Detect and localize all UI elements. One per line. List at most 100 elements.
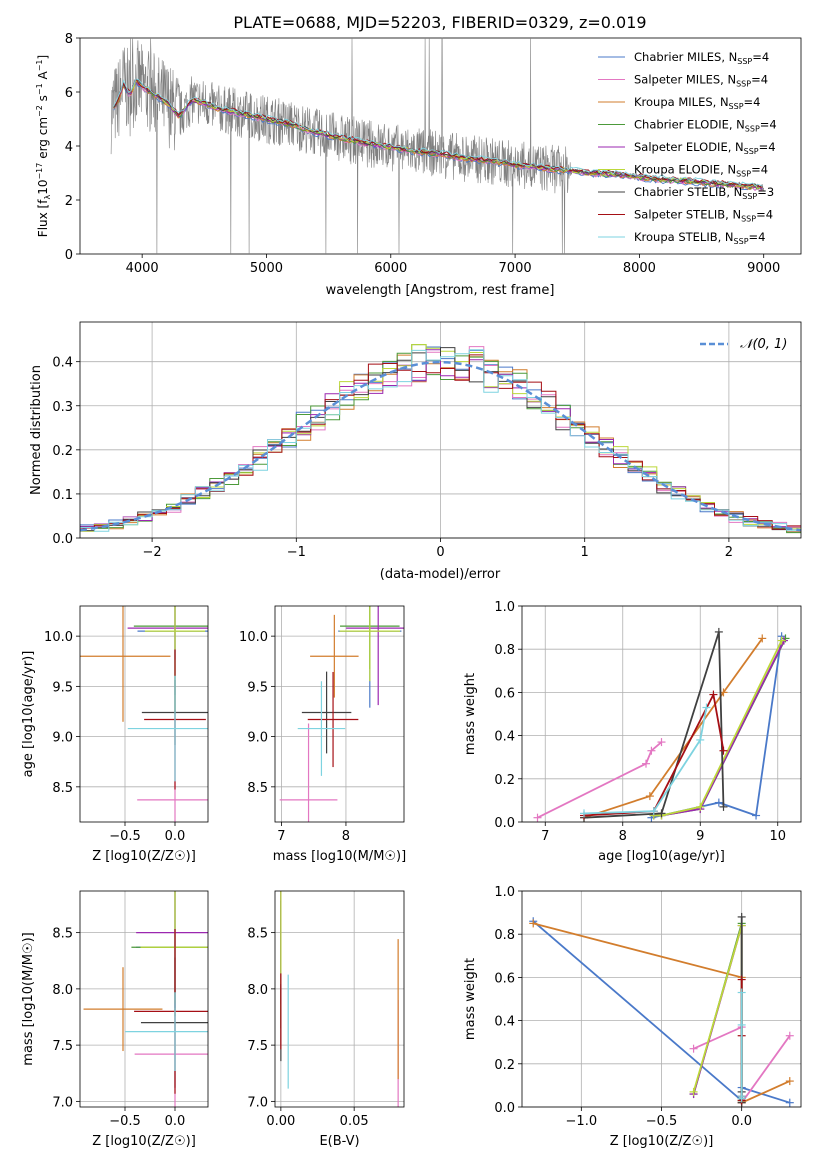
massweight-vs-Z-marks [529, 912, 794, 1107]
weight-line [583, 707, 708, 815]
y-tick-label: 0.1 [52, 488, 73, 503]
y-tick-label: 8.0 [52, 983, 73, 998]
y-tick-label: 6 [65, 86, 73, 101]
model-spectrum [113, 78, 763, 188]
age-vs-mass-marks [279, 606, 404, 822]
x-tick-label: 9 [696, 829, 704, 844]
mass-vs-ebv-marks [280, 891, 399, 1107]
mass-vs-ebv-frame [274, 890, 405, 1108]
x-tick-label: −2 [143, 545, 162, 560]
x-tick-label: 6000 [374, 261, 407, 276]
y-tick-label: 0.8 [494, 928, 515, 943]
y-tick-label: 0.2 [494, 773, 515, 788]
x-tick-label: 5000 [250, 261, 283, 276]
mass-vs-Z-panel: −0.5 0.0 7.0 7.5 8.0 8.5 Z [log10(Z/Z☉)] mass [… [21, 890, 209, 1149]
y-tick-label: 0.6 [494, 686, 515, 701]
y-tick-label: 0.4 [494, 1015, 515, 1030]
x-tick-label: 7 [277, 829, 285, 844]
x-tick-label: 0.0 [165, 1114, 186, 1129]
y-tick-label: 8.5 [52, 927, 73, 942]
mass-vs-ebv-xlabel: E(B-V) [319, 1134, 359, 1149]
residuals-xlabel: (data-model)/error [380, 567, 501, 582]
legend-label: Chabrier ELODIE, NSSP=4 [634, 118, 777, 134]
y-tick-label: 9.0 [52, 731, 73, 746]
mass-vs-Z-xlabel: Z [log10(Z/Z☉)] [92, 1134, 196, 1149]
massweight-vs-Z-panel: −1.0 −0.5 0.0 0.0 0.2 0.4 0.6 0.8 1.0 Z [log10(Z/… [463, 885, 802, 1149]
y-tick-label: 0.4 [52, 356, 73, 371]
figure-title: PLATE=0688, MJD=52203, FIBERID=0329, z=0… [233, 13, 646, 32]
residual-histogram [80, 354, 801, 530]
y-tick-label: 0.3 [52, 400, 73, 415]
x-tick-label: 0.00 [266, 1114, 295, 1129]
x-tick-label: 8 [342, 829, 350, 844]
legend-label: Salpeter STELIB, NSSP=4 [634, 208, 773, 224]
y-tick-label: 10.0 [239, 630, 268, 645]
normal-curve [79, 360, 802, 532]
y-tick-label: 8.5 [52, 781, 73, 796]
x-tick-label: 0.0 [731, 1114, 752, 1129]
legend-label: Kroupa ELODIE, NSSP=4 [634, 163, 768, 179]
x-tick-label: 7000 [499, 261, 532, 276]
y-tick-label: 8.5 [247, 781, 268, 796]
legend-label: Kroupa MILES, NSSP=4 [634, 95, 760, 111]
x-tick-label: 0.05 [340, 1114, 369, 1129]
spectrum-ylabel: Flux [fλ10−17 erg cm−2 s−1 A−1] [35, 55, 52, 237]
age-vs-Z-marks [80, 606, 208, 822]
legend-label: Salpeter ELODIE, NSSP=4 [634, 140, 776, 156]
y-tick-label: 1.0 [494, 600, 515, 615]
age-vs-mass-xlabel: mass [log10(M/M☉)] [273, 849, 406, 864]
y-tick-label: 9.0 [247, 731, 268, 746]
y-tick-label: 2 [65, 194, 73, 209]
mass-vs-Z-ylabel: mass [log10(M/M☉)] [21, 932, 36, 1065]
legend-label: Salpeter MILES, NSSP=4 [634, 73, 768, 89]
mass-vs-Z-marks [83, 891, 208, 1107]
x-tick-label: −1 [287, 545, 306, 560]
mass-vs-Z-frame [79, 890, 209, 1108]
x-tick-label: −0.5 [109, 1114, 141, 1129]
y-tick-label: 0.4 [494, 730, 515, 745]
massweight-vs-Z-xlabel: Z [log10(Z/Z☉)] [610, 1134, 714, 1149]
weight-line [653, 640, 783, 817]
y-tick-label: 8 [65, 32, 73, 47]
residual-histogram [80, 349, 801, 532]
massweight-vs-Z-frame [521, 890, 802, 1108]
weight-line [651, 636, 783, 819]
weight-line [583, 637, 764, 819]
residual-histogram [80, 347, 801, 532]
residuals-ylabel: Normed distribution [29, 365, 44, 495]
y-tick-label: 0.0 [494, 816, 515, 831]
x-tick-label: 8 [619, 829, 627, 844]
y-tick-label: 9.5 [52, 680, 73, 695]
age-vs-Z-xlabel: Z [log10(Z/Z☉)] [92, 849, 196, 864]
x-tick-label: 4000 [126, 261, 159, 276]
y-tick-label: 8.5 [247, 927, 268, 942]
y-tick-label: 9.5 [247, 680, 268, 695]
x-tick-label: −1.0 [566, 1114, 598, 1129]
y-tick-label: 7.0 [52, 1095, 73, 1110]
y-tick-label: 0.2 [52, 444, 73, 459]
y-tick-label: 0.8 [494, 643, 515, 658]
age-vs-mass-frame [274, 605, 405, 823]
massweight-vs-age-frame [521, 605, 802, 823]
residuals-panel: −2 −1 0 1 2 0.0 0.1 0.2 0.3 0.4 (data-model)/erro… [29, 321, 802, 582]
x-tick-label: 9000 [747, 261, 780, 276]
massweight-vs-age-ylabel: mass weight [463, 673, 478, 755]
x-tick-label: 8000 [623, 261, 656, 276]
spectrum-panel: wavelength [Angstrom, rest frame] Flux [… [35, 32, 802, 298]
x-tick-label: 0.0 [165, 829, 186, 844]
y-tick-label: 0.2 [494, 1058, 515, 1073]
massweight-vs-age-xlabel: age [log10(age/yr)] [598, 849, 725, 864]
x-tick-label: 7 [541, 829, 549, 844]
residuals-frame [79, 321, 802, 539]
residual-histogram [80, 349, 801, 529]
weight-line [537, 741, 663, 819]
massweight-vs-Z-ylabel: mass weight [463, 958, 478, 1040]
y-tick-label: 0.6 [494, 971, 515, 986]
legend-label: Kroupa STELIB, NSSP=4 [634, 230, 765, 246]
age-vs-Z-panel: −0.5 0.0 8.5 9.0 9.5 10.0 Z [log10(Z/Z☉)] age [… [21, 605, 209, 864]
y-tick-label: 0 [65, 248, 73, 263]
x-tick-label: 10 [769, 829, 786, 844]
y-tick-label: 7.5 [52, 1039, 73, 1054]
legend-label: Chabrier STELIB, NSSP=3 [634, 185, 774, 201]
